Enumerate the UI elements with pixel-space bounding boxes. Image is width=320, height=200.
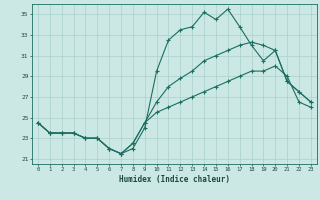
X-axis label: Humidex (Indice chaleur): Humidex (Indice chaleur) [119, 175, 230, 184]
